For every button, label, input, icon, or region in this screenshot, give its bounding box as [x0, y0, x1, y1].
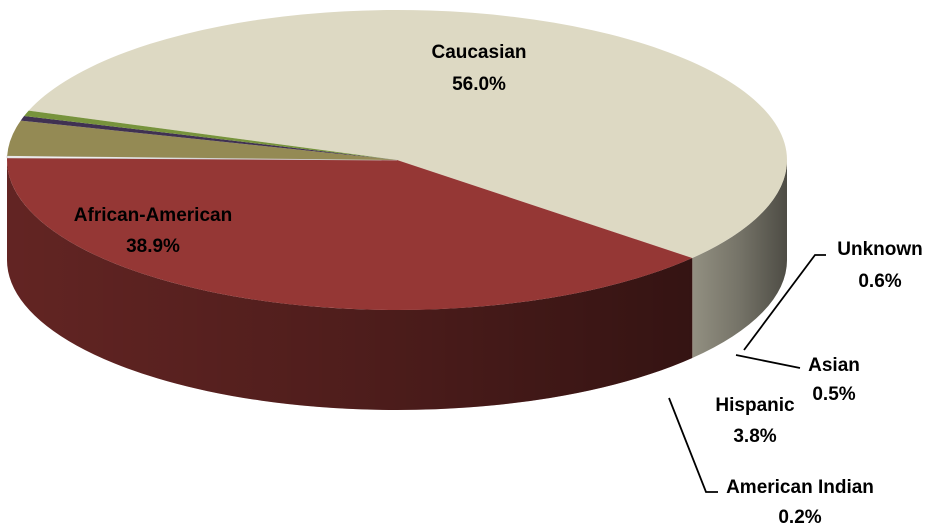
value-hispanic: 3.8%	[733, 426, 776, 447]
label-african-american: African-American	[74, 205, 232, 226]
value-unknown: 0.6%	[858, 271, 901, 292]
label-caucasian: Caucasian	[431, 42, 526, 63]
label-hispanic: Hispanic	[715, 395, 795, 416]
leader-line-american-indian	[669, 398, 718, 492]
value-american-indian: 0.2%	[778, 507, 821, 527]
label-asian: Asian	[808, 355, 860, 376]
value-caucasian: 56.0%	[452, 74, 506, 95]
value-asian: 0.5%	[812, 384, 855, 405]
label-unknown: Unknown	[837, 239, 923, 260]
leader-line-asian	[736, 355, 800, 368]
pie-top-faces	[7, 10, 787, 310]
label-american-indian: American Indian	[726, 477, 874, 498]
value-african-american: 38.9%	[126, 236, 180, 257]
